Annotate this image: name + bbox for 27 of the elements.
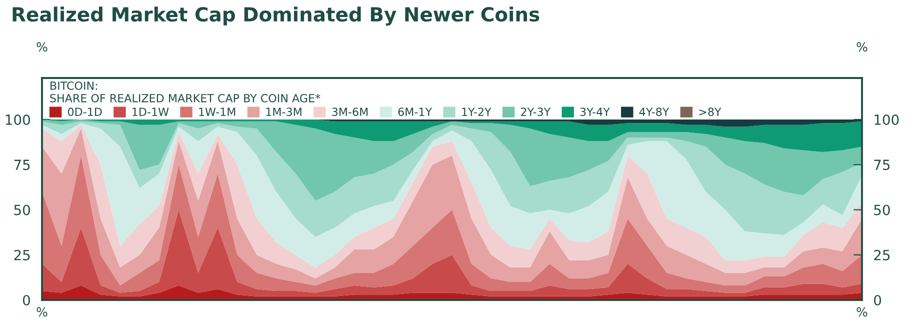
legend-label: 3M-6M [332, 108, 368, 116]
y-tick-label: 100 [6, 114, 30, 125]
y-tick-label: 0 [22, 294, 30, 306]
chart-title: Realized Market Cap Dominated By Newer Coins [12, 6, 540, 26]
text: % [36, 307, 48, 317]
y2-tick-label: 100 [874, 114, 899, 125]
legend-label: 2Y-3Y [521, 108, 551, 116]
legend-label: 1W-1M [199, 108, 236, 116]
legend-label: 1M-3M [266, 108, 302, 116]
y-tick-label: 50 [14, 204, 30, 216]
y2-tick-label: 75 [874, 160, 890, 170]
text: % [856, 307, 868, 317]
y2-axis-title: % [856, 42, 868, 52]
y-tick-label: 75 [14, 160, 30, 170]
y-tick-label: 25 [14, 250, 30, 260]
legend-label: 1D-1W [132, 108, 169, 116]
legend-label: 1Y-2Y [462, 108, 492, 116]
y2-tick-label: 25 [874, 250, 890, 260]
legend-label: 0D-1D [68, 108, 102, 116]
legend-title: BITCOIN: SHARE OF REALIZED MARKET CAP BY COIN AGE* [50, 82, 320, 102]
legend-label: 4Y-8Y [639, 108, 670, 116]
y2-tick-label: 0 [874, 294, 882, 306]
legend-label: 6M-1Y [398, 108, 432, 116]
y-axis-title: % [36, 42, 48, 52]
legend-label: 3Y-4Y [580, 108, 610, 116]
y2-tick-label: 50 [874, 204, 890, 216]
legend-label: >8Y [699, 108, 722, 116]
